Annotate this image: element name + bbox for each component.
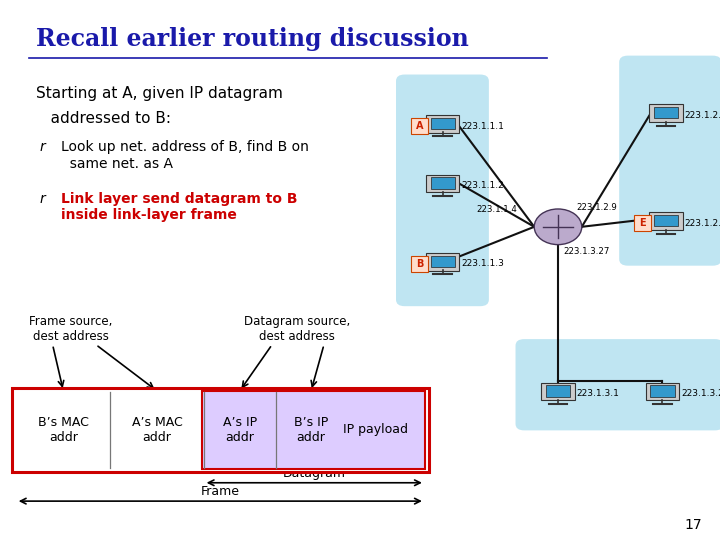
Text: Frame: Frame [201, 485, 240, 498]
FancyBboxPatch shape [396, 75, 489, 306]
Text: 17: 17 [685, 518, 702, 532]
FancyBboxPatch shape [426, 253, 459, 271]
Text: Datagram: Datagram [283, 467, 346, 480]
FancyBboxPatch shape [541, 382, 575, 400]
Text: r: r [40, 192, 45, 206]
Text: B: B [415, 259, 423, 269]
FancyBboxPatch shape [12, 388, 429, 472]
Text: Recall earlier routing discussion: Recall earlier routing discussion [36, 27, 469, 51]
Text: 223.1.1.4: 223.1.1.4 [476, 205, 517, 214]
FancyBboxPatch shape [411, 255, 428, 272]
Text: A: A [415, 121, 423, 131]
Text: IP payload: IP payload [343, 423, 408, 436]
Text: 223.1.3.2: 223.1.3.2 [681, 389, 720, 398]
FancyBboxPatch shape [646, 382, 679, 400]
FancyBboxPatch shape [426, 115, 459, 133]
FancyBboxPatch shape [649, 104, 683, 122]
Text: 223.1.3.1: 223.1.3.1 [577, 389, 620, 398]
FancyBboxPatch shape [202, 391, 425, 469]
Text: 223.1.2.9: 223.1.2.9 [576, 202, 617, 212]
Text: A’s MAC
addr: A’s MAC addr [132, 416, 182, 444]
FancyBboxPatch shape [426, 174, 459, 192]
Text: E: E [639, 218, 646, 228]
FancyBboxPatch shape [634, 215, 651, 231]
Text: Link layer send datagram to B
inside link-layer frame: Link layer send datagram to B inside lin… [61, 192, 297, 222]
Text: Frame source,
dest address: Frame source, dest address [29, 315, 112, 343]
Text: 223.1.2.1: 223.1.2.1 [685, 111, 720, 120]
Text: B’s IP
addr: B’s IP addr [294, 416, 328, 444]
Text: r: r [40, 140, 45, 154]
Text: 223.1.1.2: 223.1.1.2 [462, 181, 504, 190]
FancyBboxPatch shape [654, 215, 678, 226]
Text: 223.1.1.3: 223.1.1.3 [462, 259, 505, 268]
Text: Datagram source,
dest address: Datagram source, dest address [243, 315, 350, 343]
FancyBboxPatch shape [431, 255, 455, 267]
Text: 223.1.1.1: 223.1.1.1 [462, 122, 505, 131]
FancyBboxPatch shape [431, 177, 455, 188]
FancyBboxPatch shape [431, 118, 455, 129]
FancyBboxPatch shape [411, 118, 428, 134]
FancyBboxPatch shape [619, 56, 720, 266]
FancyBboxPatch shape [546, 385, 570, 396]
Text: A’s IP
addr: A’s IP addr [222, 416, 257, 444]
Text: 223.1.3.27: 223.1.3.27 [563, 247, 609, 256]
Circle shape [534, 209, 582, 245]
Text: B’s MAC
addr: B’s MAC addr [38, 416, 89, 444]
Text: addressed to B:: addressed to B: [36, 111, 171, 126]
FancyBboxPatch shape [516, 339, 720, 430]
FancyBboxPatch shape [649, 212, 683, 230]
Text: Starting at A, given IP datagram: Starting at A, given IP datagram [36, 86, 283, 102]
FancyBboxPatch shape [650, 385, 675, 396]
Text: 223.1.2.2: 223.1.2.2 [685, 219, 720, 228]
Text: Look up net. address of B, find B on
  same net. as A: Look up net. address of B, find B on sam… [61, 140, 309, 171]
FancyBboxPatch shape [654, 107, 678, 118]
